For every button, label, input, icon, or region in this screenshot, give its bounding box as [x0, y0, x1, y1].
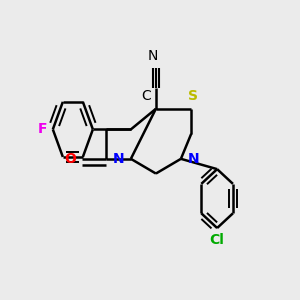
Text: N: N — [148, 49, 158, 63]
Text: Cl: Cl — [210, 233, 225, 247]
Text: N: N — [188, 152, 199, 166]
Text: N: N — [113, 152, 124, 166]
Text: S: S — [188, 89, 198, 103]
Text: C: C — [142, 88, 152, 103]
Text: O: O — [64, 152, 76, 166]
Text: F: F — [38, 122, 47, 136]
